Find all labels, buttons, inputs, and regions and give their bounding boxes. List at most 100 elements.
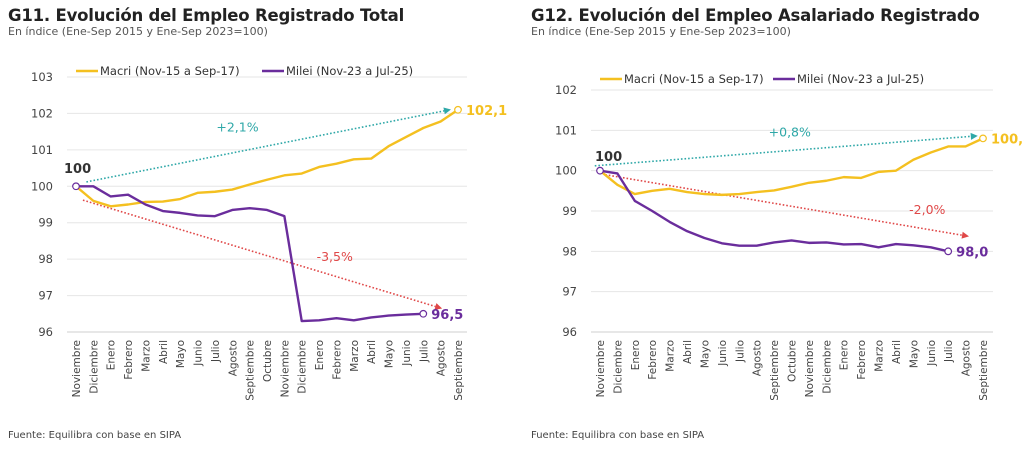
y-tick-label: 102 (31, 106, 53, 120)
x-tick-label: Marzo (874, 340, 886, 372)
x-tick-label: Mayo (384, 340, 396, 368)
legend-label: Macri (Nov-15 a Sep-17) (100, 64, 240, 78)
x-tick-label: Diciembre (88, 340, 100, 394)
end-point-marker (979, 134, 987, 143)
y-tick-label: 101 (31, 143, 53, 157)
x-tick-label: Abril (682, 340, 694, 364)
x-tick-label: Febrero (647, 340, 659, 380)
x-tick-label: Junio (717, 340, 729, 367)
x-tick-label: Julio (418, 340, 430, 363)
milei-series-line (599, 169, 949, 253)
y-tick-label: 96 (38, 325, 53, 339)
trend-arrow-down-head (961, 231, 970, 239)
y-tick-label: 100 (31, 179, 53, 193)
y-tick-label: 100 (555, 164, 577, 178)
chart-1-subtitle: En índice (Ene-Sep 2015 y Ene-Sep 2023=1… (8, 25, 268, 38)
start-label: 100 (595, 150, 622, 165)
y-tick-label: 97 (38, 289, 53, 303)
x-tick-label: Diciembre (612, 340, 624, 394)
x-tick-label: Julio (943, 340, 955, 363)
legend-label: Milei (Nov-23 a Jul-25) (797, 72, 924, 86)
trend-arrow-up (86, 110, 445, 183)
milei-end-label: 96,5 (431, 308, 463, 323)
x-tick-label: Octubre (787, 340, 799, 382)
x-tick-label: Mayo (908, 340, 920, 368)
x-tick-label: Julio (734, 340, 746, 363)
macri-series-line (75, 108, 459, 208)
x-tick-label: Mayo (175, 340, 187, 368)
x-tick-label: Febrero (856, 340, 868, 380)
chart-1-plot: 96 97 98 99 100 101 102 103 Noviembre Diciembre En… (31, 64, 507, 401)
y-tick-label: 96 (562, 325, 577, 339)
x-tick-label: Junio (401, 340, 413, 367)
y-tick-label: 101 (555, 123, 577, 137)
chart-2-title: G12. Evolución del Empleo Asalariado Reg… (531, 6, 980, 25)
x-tick-label: Agosto (752, 340, 764, 376)
x-tick-label: Septiembre (245, 340, 257, 401)
start-label: 100 (64, 162, 91, 177)
trend-arrow-up-head (443, 107, 451, 115)
y-tick-label: 102 (555, 83, 577, 97)
milei-end-label: 98,0 (956, 245, 988, 260)
x-tick-label: Abril (891, 340, 903, 364)
legend-label: Milei (Nov-23 a Jul-25) (286, 64, 413, 78)
start-point-marker (596, 166, 604, 175)
y-tick-label: 99 (38, 216, 53, 230)
decline-annotation: -3,5% (317, 249, 353, 264)
chart-1-title: G11. Evolución del Empleo Registrado Tot… (8, 6, 405, 25)
x-tick-label: Junio (193, 340, 205, 367)
x-tick-label: Abril (158, 340, 170, 364)
x-tick-label: Junio (926, 340, 938, 367)
y-tick-label: 103 (31, 70, 53, 84)
x-tick-label: Noviembre (804, 340, 816, 397)
growth-annotation: +0,8% (769, 124, 811, 139)
x-tick-label: Marzo (665, 340, 677, 372)
x-tick-label: Agosto (227, 340, 239, 376)
milei-series-line (76, 185, 424, 323)
x-tick-label: Noviembre (71, 340, 83, 397)
chart-2-subtitle: En índice (Ene-Sep 2015 y Ene-Sep 2023=1… (531, 25, 791, 38)
decline-annotation: -2,0% (909, 202, 945, 217)
macri-end-label: 102,1 (466, 104, 507, 119)
x-tick-label: Septiembre (978, 340, 990, 401)
x-tick-label: Enero (314, 340, 326, 370)
growth-annotation: +2,1% (216, 120, 258, 135)
x-tick-label: Febrero (331, 340, 343, 380)
x-tick-label: Noviembre (279, 340, 291, 397)
end-point-marker (419, 309, 428, 318)
start-point-marker (72, 182, 80, 191)
x-tick-label: Mayo (699, 340, 711, 368)
x-tick-label: Enero (106, 340, 118, 370)
legend-label: Macri (Nov-15 a Sep-17) (624, 72, 764, 86)
macri-end-label: 100,8 (991, 132, 1024, 147)
x-tick-label: Septiembre (453, 340, 465, 401)
x-tick-label: Febrero (123, 340, 135, 380)
y-tick-label: 98 (562, 244, 577, 258)
x-tick-label: Agosto (436, 340, 448, 376)
x-tick-label: Octubre (262, 340, 274, 382)
x-tick-label: Noviembre (595, 340, 607, 397)
end-point-marker (454, 105, 462, 114)
x-tick-label: Enero (839, 340, 851, 370)
chart-2-plot: 96 97 98 99 100 101 102 Noviembre Diciembre Enero… (555, 72, 1024, 401)
trend-arrow-down (605, 173, 963, 236)
x-tick-label: Agosto (961, 340, 973, 376)
chart-2-source: Fuente: Equilibra con base en SIPA (531, 430, 705, 441)
macri-series-line (599, 137, 984, 197)
x-tick-label: Enero (630, 340, 642, 370)
end-point-marker (944, 247, 953, 256)
x-tick-label: Julio (210, 340, 222, 363)
trend-arrow-down-head (434, 303, 443, 310)
y-tick-label: 99 (562, 204, 577, 218)
trend-arrow-up-head (970, 132, 978, 140)
x-tick-label: Marzo (349, 340, 361, 372)
x-tick-label: Abril (366, 340, 378, 364)
trend-arrow-down (82, 199, 436, 308)
x-tick-label: Marzo (140, 340, 152, 372)
x-tick-label: Septiembre (769, 340, 781, 401)
y-tick-label: 98 (38, 252, 53, 266)
chart-1-source: Fuente: Equilibra con base en SIPA (8, 430, 182, 441)
x-tick-label: Diciembre (821, 340, 833, 394)
y-tick-label: 97 (562, 285, 577, 299)
x-tick-label: Diciembre (297, 340, 309, 394)
